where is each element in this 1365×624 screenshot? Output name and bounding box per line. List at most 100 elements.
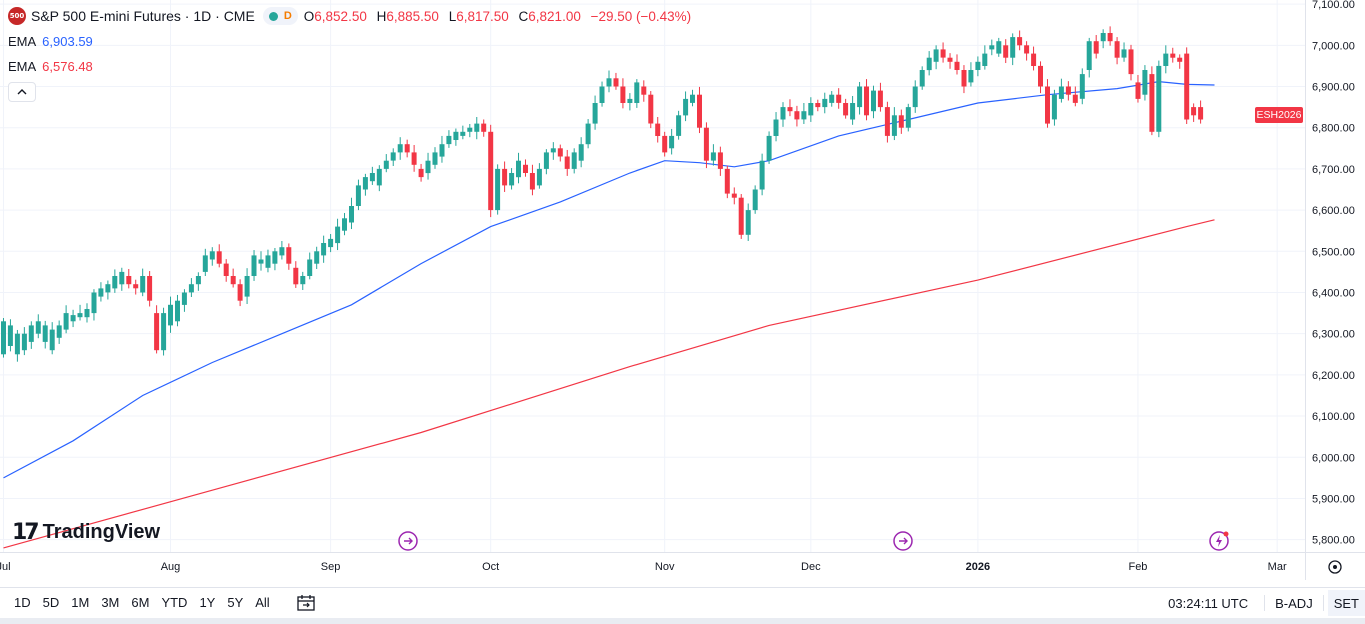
candle bbox=[578, 137, 584, 168]
candle bbox=[279, 240, 285, 260]
low-label: L bbox=[448, 8, 457, 24]
candle bbox=[697, 86, 702, 134]
grid bbox=[0, 0, 1305, 552]
candle bbox=[1072, 86, 1078, 107]
candle bbox=[1184, 47, 1190, 124]
time-axis[interactable]: Jul Aug Sep Oct Nov Dec 2026 Feb Mar bbox=[0, 552, 1365, 574]
dividend-event-icon[interactable] bbox=[893, 531, 913, 551]
candle bbox=[871, 85, 876, 119]
candle bbox=[404, 139, 410, 158]
time-tick-label: Oct bbox=[482, 561, 499, 573]
candle bbox=[509, 168, 515, 190]
candle bbox=[1017, 30, 1023, 51]
candle bbox=[759, 153, 765, 196]
close-value: 6,821.00 bbox=[528, 8, 581, 24]
session-button[interactable]: SET bbox=[1327, 590, 1365, 616]
candle bbox=[634, 79, 640, 108]
candle bbox=[1107, 26, 1113, 46]
candle bbox=[1, 318, 6, 358]
time-tick-label: Mar bbox=[1268, 561, 1287, 573]
chart-settings-icon[interactable] bbox=[1328, 560, 1342, 574]
ema-slow-legend[interactable]: EMA 6,576.48 bbox=[8, 56, 697, 76]
candle bbox=[300, 271, 306, 291]
candle bbox=[265, 249, 271, 273]
price-tick-label: 7,000.00 bbox=[1312, 40, 1355, 52]
range-3m-button[interactable]: 3M bbox=[101, 595, 120, 610]
candle bbox=[961, 65, 967, 94]
candle bbox=[829, 91, 835, 107]
symbol-logo-icon[interactable]: 500 bbox=[8, 7, 26, 25]
range-all-button[interactable]: All bbox=[255, 595, 270, 610]
price-tick-label: 6,900.00 bbox=[1312, 82, 1355, 94]
candle bbox=[1003, 39, 1009, 64]
dividend-event-icon[interactable] bbox=[398, 531, 418, 551]
range-5d-button[interactable]: 5D bbox=[42, 595, 60, 610]
candle bbox=[495, 164, 501, 215]
candle bbox=[230, 268, 236, 288]
delayed-data-icon: D bbox=[283, 10, 292, 22]
candle bbox=[383, 154, 389, 173]
candle bbox=[168, 296, 173, 333]
candle bbox=[1170, 47, 1176, 63]
candle bbox=[195, 272, 201, 291]
candle bbox=[857, 81, 863, 115]
candle bbox=[1058, 78, 1064, 103]
candle bbox=[543, 149, 549, 175]
candle bbox=[112, 269, 118, 293]
ema-slow-path bbox=[3, 219, 1215, 549]
candle bbox=[877, 82, 883, 112]
earnings-event-icon[interactable] bbox=[1209, 531, 1229, 551]
candle bbox=[1100, 29, 1106, 49]
go-to-date-button[interactable] bbox=[294, 591, 318, 615]
price-tick-label: 7,100.00 bbox=[1312, 0, 1355, 11]
range-1d-button[interactable]: 1D bbox=[14, 595, 31, 610]
market-open-icon bbox=[268, 11, 278, 21]
candle bbox=[362, 173, 368, 196]
ema-fast-legend[interactable]: EMA 6,903.59 bbox=[8, 31, 697, 51]
price-chart[interactable]: 7,100.00 7,000.00 6,900.00 6,800.00 6,700.00… bbox=[0, 0, 1365, 587]
time-tick-label: Aug bbox=[161, 561, 181, 573]
price-tick-label: 6,700.00 bbox=[1312, 164, 1355, 176]
candle bbox=[460, 125, 466, 140]
market-status-badge[interactable]: D bbox=[262, 7, 298, 25]
collapse-legend-button[interactable] bbox=[8, 82, 36, 102]
candles bbox=[1, 26, 1204, 362]
ema-fast-line bbox=[3, 80, 1215, 479]
time-tick-label: Sep bbox=[321, 561, 341, 573]
ohlc-values: O6,852.50 H6,885.50 L6,817.50 C6,821.00 … bbox=[304, 9, 697, 24]
candle bbox=[119, 267, 125, 291]
candle bbox=[77, 304, 83, 321]
last-price-tag[interactable]: ESH2026 bbox=[1255, 107, 1303, 123]
tradingview-logo[interactable]: 17 TradingView bbox=[12, 520, 160, 545]
candle bbox=[307, 252, 313, 280]
candle bbox=[557, 144, 563, 162]
candle bbox=[926, 51, 932, 76]
candle bbox=[70, 309, 76, 328]
candle bbox=[940, 42, 946, 63]
range-1m-button[interactable]: 1M bbox=[71, 595, 90, 610]
range-1y-button[interactable]: 1Y bbox=[199, 595, 216, 610]
price-axis[interactable]: 7,100.00 7,000.00 6,900.00 6,800.00 6,700.00… bbox=[1305, 0, 1355, 580]
range-6m-button[interactable]: 6M bbox=[131, 595, 150, 610]
adjustment-button[interactable]: B-ADJ bbox=[1275, 595, 1313, 611]
range-ytd-button[interactable]: YTD bbox=[161, 595, 188, 610]
candle bbox=[1135, 74, 1141, 103]
utc-clock[interactable]: 03:24:11 UTC bbox=[1168, 595, 1249, 611]
candle bbox=[432, 147, 438, 169]
range-5y-button[interactable]: 5Y bbox=[227, 595, 244, 610]
price-tick-label: 5,800.00 bbox=[1312, 535, 1355, 547]
candle bbox=[355, 179, 361, 211]
candle bbox=[28, 321, 34, 349]
candle bbox=[293, 261, 299, 288]
price-tick-label: 6,500.00 bbox=[1312, 246, 1355, 258]
candle bbox=[390, 148, 396, 167]
candle bbox=[175, 294, 180, 327]
candle bbox=[627, 93, 633, 111]
candle bbox=[773, 112, 779, 142]
candle bbox=[244, 268, 250, 305]
candle bbox=[683, 91, 689, 122]
symbol-title[interactable]: S&P 500 E-mini Futures · 1D · CME bbox=[31, 8, 255, 24]
candle bbox=[84, 303, 90, 323]
price-tick-label: 6,400.00 bbox=[1312, 287, 1355, 299]
candle bbox=[1038, 61, 1043, 94]
